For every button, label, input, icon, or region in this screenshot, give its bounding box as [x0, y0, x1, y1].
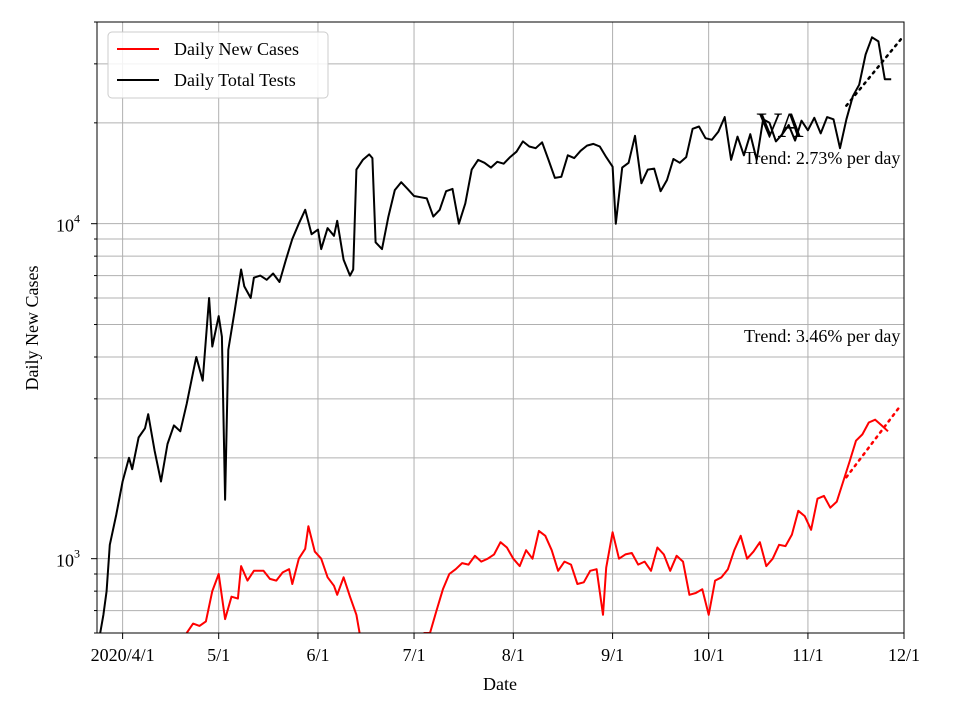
cases-trend-label: Trend: 3.46% per day: [744, 326, 900, 346]
state-label: VA: [756, 105, 803, 145]
x-tick-label: 10/1: [693, 645, 725, 665]
x-axis-label: Date: [483, 674, 517, 694]
x-tick-label: 11/1: [792, 645, 823, 665]
plot-area: [99, 36, 903, 633]
x-tick-label: 2020/4/1: [91, 645, 155, 665]
y-axis-label: Daily New Cases: [22, 266, 42, 391]
series-line-daily-new-cases: [185, 418, 889, 633]
x-tick-label: 5/1: [207, 645, 230, 665]
trendline-daily-new-cases: [845, 404, 903, 479]
x-tick-label: 8/1: [502, 645, 525, 665]
trendline-daily-total-tests: [845, 38, 903, 107]
ticks: 2020/4/1 5/1 6/1 7/1 8/1 9/1 10/1 11/1 12/1 103 10…: [56, 21, 920, 665]
series-line-daily-total-tests: [99, 36, 892, 633]
tests-trend-label: Trend: 2.73% per day: [744, 148, 900, 168]
legend-label-tests: Daily Total Tests: [174, 70, 296, 90]
x-tick-label: 7/1: [403, 645, 426, 665]
y-tick-label: 104: [56, 212, 80, 236]
x-tick-label: 9/1: [601, 645, 624, 665]
grid: [97, 21, 905, 634]
axes-frame: [96, 21, 905, 634]
legend-label-cases: Daily New Cases: [174, 39, 299, 59]
x-tick-label: 12/1: [888, 645, 920, 665]
x-tick-label: 6/1: [306, 645, 329, 665]
legend-box: [107, 31, 329, 99]
y-tick-label: 103: [56, 547, 80, 571]
legend: Daily New Cases Daily Total Tests: [107, 31, 329, 99]
